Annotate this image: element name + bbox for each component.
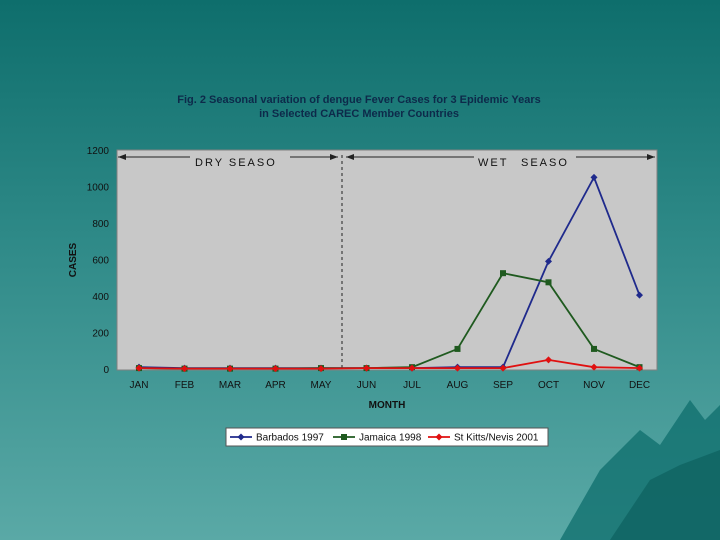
legend-label: Barbados 1997 bbox=[256, 433, 324, 444]
legend-entry: St Kitts/Nevis 2001 bbox=[428, 433, 539, 444]
data-point bbox=[454, 364, 461, 372]
series-layer bbox=[135, 173, 643, 373]
series-2 bbox=[135, 356, 643, 373]
data-point bbox=[317, 365, 325, 373]
wet-season-label-1: WET bbox=[478, 157, 508, 169]
y-tick-label: 200 bbox=[92, 329, 109, 340]
data-point bbox=[435, 433, 443, 441]
data-point bbox=[363, 364, 370, 372]
y-axis-ticks: 0 200 400 600 800 1000 1200 bbox=[87, 146, 110, 376]
dry-season-arrowhead-left bbox=[118, 154, 126, 160]
x-tick-label: JAN bbox=[130, 380, 149, 391]
legend-box bbox=[225, 427, 549, 447]
data-point bbox=[636, 291, 643, 299]
wet-season-arrowhead-left bbox=[346, 154, 354, 160]
wet-season-label-bg bbox=[474, 154, 576, 168]
data-point bbox=[237, 433, 245, 441]
x-tick-label: JUN bbox=[357, 380, 376, 391]
data-point bbox=[341, 434, 347, 440]
x-tick-label: MAR bbox=[219, 380, 241, 391]
data-point bbox=[408, 364, 416, 372]
y-tick-label: 800 bbox=[92, 219, 109, 230]
data-point bbox=[545, 257, 552, 265]
data-point bbox=[181, 365, 188, 373]
legend: Barbados 1997 Jamaica 1998 St Kitts/Nevis … bbox=[230, 433, 539, 444]
x-tick-label: APR bbox=[265, 380, 286, 391]
x-axis-ticks: JAN FEB MAR APR MAY JUN JUL AUG SEP OCT NOV DEC bbox=[130, 380, 651, 391]
legend-entry: Barbados 1997 bbox=[230, 433, 324, 444]
data-point bbox=[590, 173, 598, 181]
wet-season-arrowhead-right bbox=[647, 154, 655, 160]
data-point bbox=[636, 364, 643, 372]
y-axis-label: CASES bbox=[68, 242, 79, 277]
mountain-decoration-shadow bbox=[610, 450, 720, 540]
data-point bbox=[226, 365, 234, 373]
data-point bbox=[545, 356, 552, 364]
x-tick-label: NOV bbox=[583, 380, 605, 391]
x-axis-label: MONTH bbox=[369, 400, 406, 411]
data-point bbox=[545, 279, 552, 286]
data-point bbox=[135, 364, 143, 372]
x-tick-label: DEC bbox=[629, 380, 650, 391]
data-point bbox=[591, 345, 597, 352]
dry-season-label: DRY SEASO bbox=[195, 157, 277, 169]
chart-title-line1: Fig. 2 Seasonal variation of dengue Feve… bbox=[177, 94, 541, 106]
data-point bbox=[500, 270, 506, 277]
x-tick-label: FEB bbox=[175, 380, 195, 391]
legend-entry: Jamaica 1998 bbox=[333, 433, 422, 444]
y-tick-label: 600 bbox=[92, 256, 109, 267]
plot-area bbox=[116, 149, 658, 371]
y-tick-label: 0 bbox=[103, 365, 109, 376]
dry-season-label-bg bbox=[190, 154, 290, 168]
y-tick-label: 1200 bbox=[87, 146, 110, 157]
data-point bbox=[454, 345, 461, 352]
data-point bbox=[499, 364, 507, 372]
data-point bbox=[272, 365, 279, 373]
x-tick-label: JUL bbox=[403, 380, 421, 391]
chart-title-line2: in Selected CAREC Member Countries bbox=[259, 108, 459, 120]
x-tick-label: AUG bbox=[447, 380, 469, 391]
x-tick-label: OCT bbox=[538, 380, 559, 391]
wet-season-label-2: SEASO bbox=[521, 157, 569, 169]
x-tick-label: SEP bbox=[493, 380, 513, 391]
x-tick-label: MAY bbox=[311, 380, 332, 391]
series-line bbox=[138, 358, 640, 370]
y-tick-label: 400 bbox=[92, 292, 109, 303]
legend-label: St Kitts/Nevis 2001 bbox=[454, 433, 539, 444]
y-tick-label: 1000 bbox=[87, 183, 110, 194]
data-point bbox=[590, 363, 598, 371]
legend-label: Jamaica 1998 bbox=[359, 433, 422, 444]
dry-season-arrowhead-right bbox=[330, 154, 338, 160]
